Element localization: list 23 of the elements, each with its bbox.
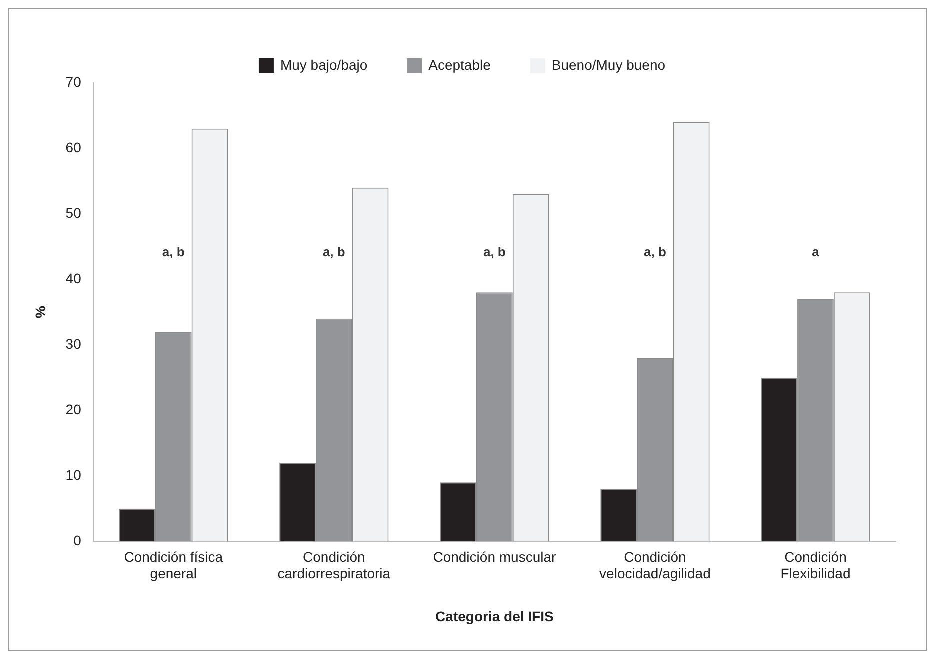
y-tick-label: 20 <box>66 401 82 418</box>
x-tick-label: Condición cardiorrespiratoria <box>278 548 391 582</box>
legend-label: Aceptable <box>428 56 492 73</box>
annotation: a, b <box>162 244 185 260</box>
y-tick-label: 60 <box>66 139 82 156</box>
legend-label: Bueno/Muy bueno <box>552 56 666 73</box>
y-tick-label: 40 <box>66 270 82 286</box>
y-axis-title: % <box>32 306 48 319</box>
x-tick-label: Condición muscular <box>433 548 556 565</box>
y-tick-label: 70 <box>66 74 82 90</box>
annotation: a, b <box>322 244 346 260</box>
annotation: a, b <box>644 244 666 260</box>
y-tick-label: 10 <box>66 466 82 483</box>
annotation: a <box>812 244 820 260</box>
y-tick-label: 50 <box>66 204 82 221</box>
y-tick-label: 30 <box>66 336 82 352</box>
x-axis-title: Categoria del IFIS <box>436 608 554 624</box>
annotation: a, b <box>483 244 506 260</box>
x-tick-label: Condición Flexibilidad <box>780 548 851 582</box>
x-tick-label: Condición física general <box>124 548 224 582</box>
y-tick-label: 0 <box>74 532 82 548</box>
x-tick-label: Condición velocidad/agilidad <box>600 548 711 582</box>
legend-label: Muy bajo/bajo <box>280 56 368 73</box>
